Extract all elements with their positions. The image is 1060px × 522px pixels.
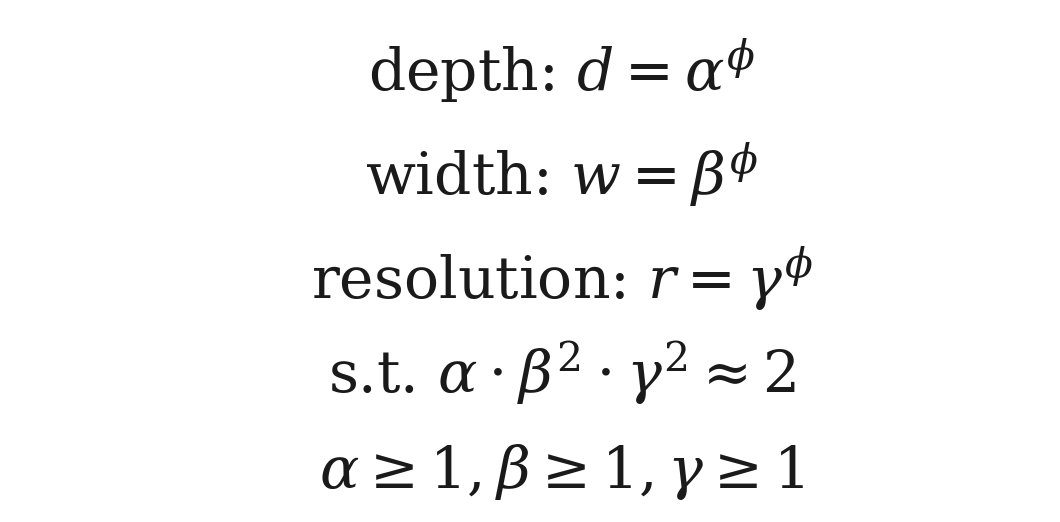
Text: $\alpha \geq 1, \beta \geq 1, \gamma \geq 1$: $\alpha \geq 1, \beta \geq 1, \gamma \ge… <box>319 443 805 502</box>
Text: $\text{depth: } d = \alpha^{\phi}$: $\text{depth: } d = \alpha^{\phi}$ <box>368 37 756 104</box>
Text: $\text{width: } w = \beta^{\phi}$: $\text{width: } w = \beta^{\phi}$ <box>365 141 759 209</box>
Text: $\text{resolution: } r = \gamma^{\phi}$: $\text{resolution: } r = \gamma^{\phi}$ <box>311 245 813 313</box>
Text: $\text{s.t. } \alpha \cdot \beta^2 \cdot \gamma^2 \approx 2$: $\text{s.t. } \alpha \cdot \beta^2 \cdot… <box>328 339 796 407</box>
